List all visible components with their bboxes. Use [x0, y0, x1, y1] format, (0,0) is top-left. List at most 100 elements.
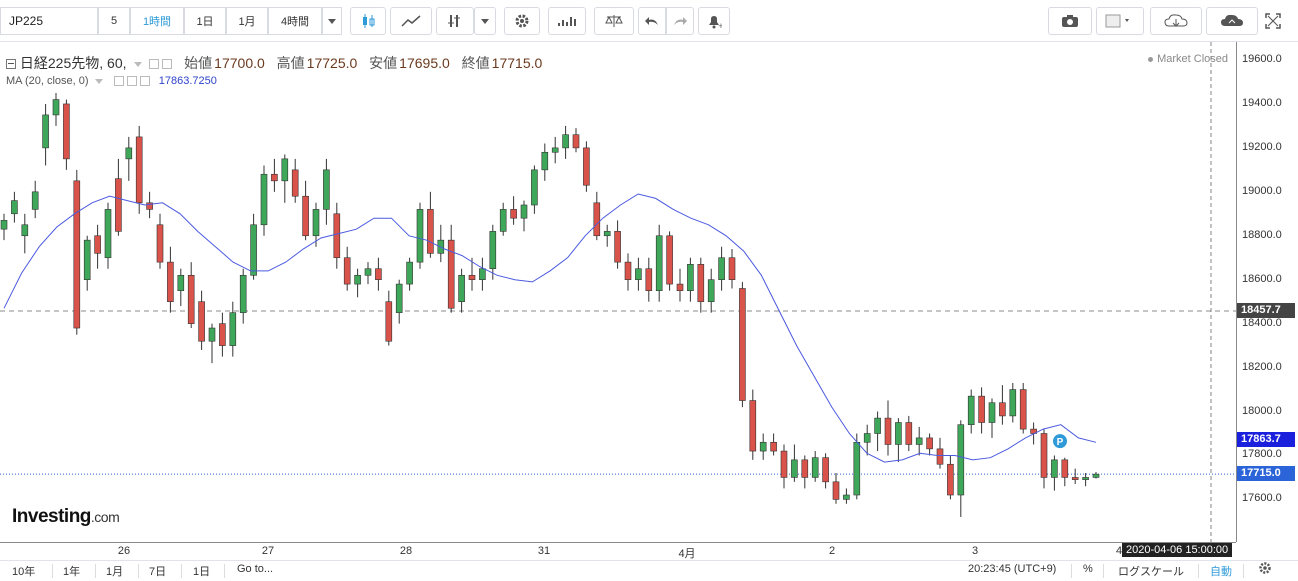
candle-body	[958, 425, 964, 495]
candle-body	[552, 148, 558, 152]
cloud-upload-button[interactable]	[1206, 7, 1258, 35]
candle-body	[656, 236, 662, 291]
auto-scale-toggle[interactable]: 自動	[1210, 563, 1232, 579]
chart-templates-button[interactable]	[548, 7, 586, 35]
candle-body	[53, 100, 59, 115]
candle-body	[11, 201, 17, 214]
range-1y-button[interactable]: 1年	[63, 563, 80, 579]
fullscreen-button[interactable]	[1258, 7, 1288, 35]
indicators-dropdown-button[interactable]	[474, 7, 496, 35]
candle-body	[854, 442, 860, 495]
color-button[interactable]	[1096, 7, 1144, 35]
chart-settings-button[interactable]	[1258, 561, 1272, 578]
divider	[1103, 564, 1104, 578]
candle-body	[739, 288, 745, 400]
candle-body	[292, 170, 298, 196]
logo-main: Investing	[12, 506, 91, 527]
price-tick-label: 18000.0	[1242, 405, 1282, 417]
candle-body	[927, 438, 933, 449]
time-tick-label: 2	[829, 545, 835, 557]
candle-body	[635, 269, 641, 280]
candle-body	[1020, 390, 1026, 430]
indicators-button[interactable]	[436, 7, 474, 35]
interval-1d-button[interactable]: 1日	[184, 7, 226, 35]
candle-body	[812, 458, 818, 478]
candle-body	[313, 209, 319, 235]
eye-icon[interactable]	[149, 59, 159, 69]
indicators-icon	[447, 13, 463, 29]
candle-body	[677, 284, 683, 291]
time-tick-label: 31	[538, 545, 550, 557]
divider	[138, 564, 139, 578]
candle-body	[271, 174, 277, 181]
goto-button[interactable]: Go to...	[237, 563, 273, 575]
chevron-down-icon	[481, 19, 489, 24]
range-10y-button[interactable]: 10年	[12, 563, 35, 579]
crosshair-time-label: 2020-04-06 15:00:00	[1122, 543, 1232, 557]
divider	[224, 564, 225, 578]
interval-1m-button[interactable]: 1月	[226, 7, 268, 35]
candle-body	[698, 264, 704, 301]
candle-body	[791, 460, 797, 478]
candle-body	[136, 137, 142, 203]
market-status: Market Closed	[1148, 53, 1228, 65]
line-style-button[interactable]	[390, 7, 432, 35]
candle-body	[823, 458, 829, 482]
candle-body	[999, 403, 1005, 416]
screenshot-button[interactable]	[1048, 7, 1092, 35]
eye-icon[interactable]	[114, 76, 124, 86]
alert-button[interactable]: +	[698, 7, 730, 35]
high-label: 高値	[277, 55, 305, 71]
candle-body	[947, 464, 953, 495]
symbol-input[interactable]: JP225	[0, 7, 98, 35]
time-axis[interactable]	[0, 542, 1236, 560]
candle-body	[708, 280, 714, 302]
gear-icon[interactable]	[162, 59, 172, 69]
candle-body	[126, 148, 132, 159]
chevron-down-icon[interactable]	[134, 62, 142, 67]
candle-body	[417, 209, 423, 262]
candle-body	[1041, 433, 1047, 477]
log-scale-toggle[interactable]: ログスケール	[1118, 563, 1184, 579]
range-7d-button[interactable]: 7日	[149, 563, 166, 579]
redo-button[interactable]	[666, 7, 694, 35]
candle-body	[833, 482, 839, 500]
interval-number[interactable]: 5	[98, 7, 130, 35]
open-value: 17700.0	[214, 55, 265, 71]
candle-style-button[interactable]	[350, 7, 386, 35]
candle-body	[563, 135, 569, 148]
settings-button[interactable]	[504, 7, 540, 35]
ohlc-legend: 日経225先物, 60, 始値 17700.0 高値 17725.0 安値 17695…	[6, 53, 542, 73]
interval-1h-button[interactable]: 1時間	[130, 7, 184, 35]
cloud-download-button[interactable]	[1150, 7, 1202, 35]
candle-body	[344, 258, 350, 284]
camera-icon	[1061, 14, 1079, 28]
percent-toggle[interactable]: %	[1083, 563, 1093, 575]
fullscreen-icon	[1265, 13, 1281, 29]
price-chart[interactable]: P	[0, 42, 1236, 542]
range-1d-button[interactable]: 1日	[193, 563, 210, 579]
candle-body	[1, 220, 7, 229]
candle-body	[95, 236, 101, 254]
collapse-icon[interactable]	[6, 59, 16, 69]
gear-icon[interactable]	[127, 76, 137, 86]
divider	[181, 564, 182, 578]
candle-body	[375, 269, 381, 280]
candle-body	[157, 225, 163, 262]
candle-body	[303, 196, 309, 236]
interval-dropdown-button[interactable]	[322, 7, 342, 35]
undo-button[interactable]	[638, 7, 666, 35]
candle-body	[219, 324, 225, 346]
candle-body	[573, 135, 579, 148]
open-label: 始値	[184, 55, 212, 71]
candle-body	[916, 438, 922, 445]
interval-4h-button[interactable]: 4時間	[268, 7, 322, 35]
compare-button[interactable]	[594, 7, 634, 35]
range-1m-button[interactable]: 1月	[106, 563, 123, 579]
time-tick-label: 27	[262, 545, 274, 557]
crosshair-price-label: 18457.7	[1237, 303, 1295, 318]
chevron-down-icon[interactable]	[95, 79, 103, 84]
investing-logo: Investing.com	[12, 506, 119, 528]
candle-body	[864, 433, 870, 442]
close-icon[interactable]	[140, 76, 150, 86]
